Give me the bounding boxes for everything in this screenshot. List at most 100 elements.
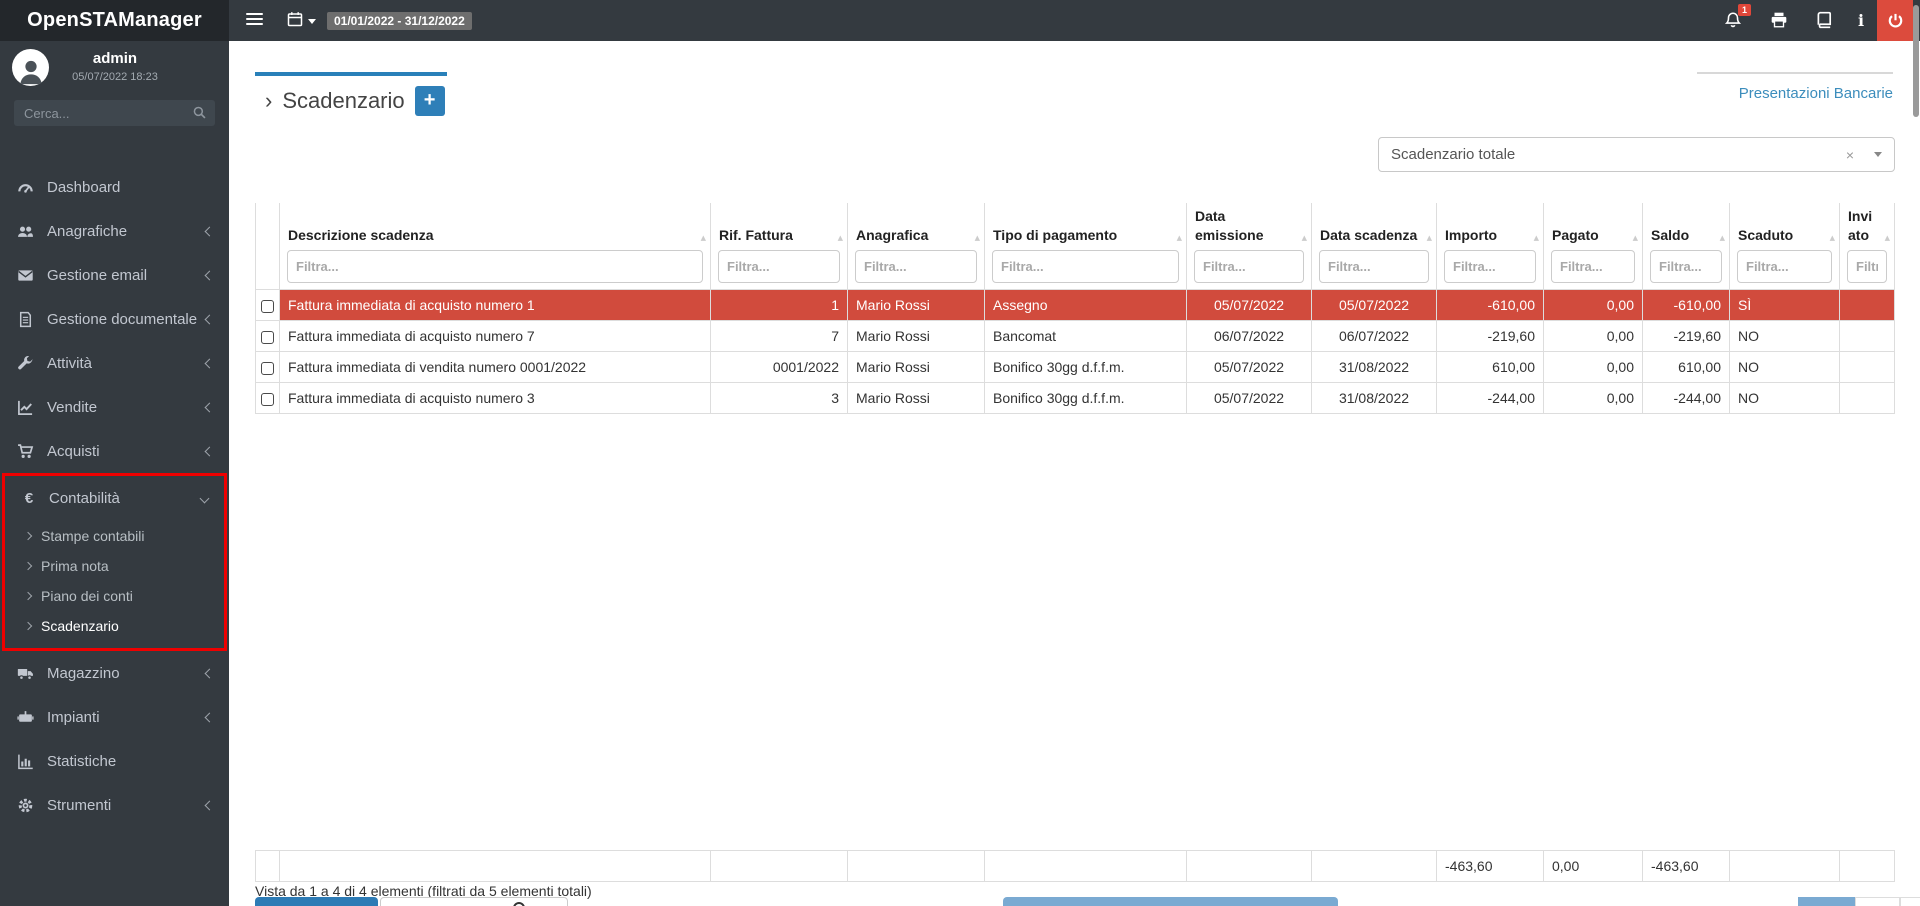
- cell-inviato: [1839, 350, 1895, 383]
- page-button[interactable]: [1900, 897, 1920, 906]
- search-icon[interactable]: [192, 105, 207, 120]
- print-button[interactable]: [1768, 9, 1790, 31]
- sort-icon[interactable]: ▲: [1426, 233, 1432, 242]
- filter-input-pagato[interactable]: [1551, 249, 1635, 283]
- logout-button[interactable]: [1877, 0, 1913, 41]
- page-scrollbar[interactable]: [1913, 5, 1919, 117]
- filter-input-descrizione[interactable]: [287, 249, 703, 283]
- sidebar-item-piano-dei-conti[interactable]: Piano dei conti: [5, 581, 224, 611]
- chevron-left-icon: [204, 712, 215, 722]
- column-header-tipo[interactable]: Tipo di pagamento ▲: [984, 203, 1187, 290]
- filter-input-rif[interactable]: [718, 249, 840, 283]
- chevron-right-icon: [23, 621, 33, 631]
- filter-input-inviato[interactable]: [1847, 249, 1887, 283]
- sort-icon[interactable]: ▲: [1301, 233, 1307, 242]
- page-button-current[interactable]: [1798, 897, 1855, 906]
- sort-icon[interactable]: ▲: [1719, 233, 1725, 242]
- sort-icon[interactable]: ▲: [1176, 233, 1182, 242]
- bulk-action-select[interactable]: [380, 897, 568, 906]
- column-header-inviato[interactable]: Inviato ▲: [1839, 203, 1895, 290]
- cell-emissione: 05/07/2022: [1186, 381, 1312, 414]
- row-checkbox[interactable]: [261, 361, 274, 375]
- column-header-pagato[interactable]: Pagato ▲: [1543, 203, 1643, 290]
- sidebar-item-attivita[interactable]: Attività: [0, 341, 229, 385]
- table-row[interactable]: Fattura immediata di vendita numero 0001…: [255, 350, 1895, 383]
- hamburger-icon[interactable]: [246, 13, 263, 28]
- column-header-scadenza[interactable]: Data scadenza ▲: [1311, 203, 1437, 290]
- scadenzario-filter-select[interactable]: Scadenzario totale ×: [1378, 137, 1895, 172]
- filter-input-importo[interactable]: [1444, 249, 1536, 283]
- row-checkbox[interactable]: [261, 299, 274, 313]
- sort-icon[interactable]: ▲: [1884, 233, 1890, 242]
- clear-icon[interactable]: ×: [1845, 146, 1854, 163]
- column-header-importo[interactable]: Importo ▲: [1436, 203, 1544, 290]
- sidebar-item-gestione-documentale[interactable]: Gestione documentale: [0, 297, 229, 341]
- sidebar-item-vendite[interactable]: Vendite: [0, 385, 229, 429]
- sidebar-item-magazzino[interactable]: Magazzino: [0, 651, 229, 695]
- filter-input-anagrafica[interactable]: [855, 249, 977, 283]
- row-checkbox[interactable]: [261, 392, 274, 406]
- sidebar-item-dashboard[interactable]: Dashboard: [0, 165, 229, 209]
- column-header-emissione[interactable]: Data emissione ▲: [1186, 203, 1312, 290]
- pagination: [1798, 897, 1920, 906]
- sort-icon[interactable]: ▲: [837, 233, 843, 242]
- docs-button[interactable]: [1813, 9, 1835, 31]
- sidebar-item-prima-nota[interactable]: Prima nota: [5, 551, 224, 581]
- document-icon: [17, 311, 37, 328]
- users-icon: [17, 223, 37, 240]
- notifications-button[interactable]: 1: [1722, 4, 1751, 31]
- dashboard-icon: [17, 179, 37, 196]
- info-button[interactable]: i: [1850, 9, 1872, 31]
- column-header-anagrafica[interactable]: Anagrafica ▲: [847, 203, 985, 290]
- sort-icon[interactable]: ▲: [1533, 233, 1539, 242]
- date-range-badge[interactable]: 01/01/2022 - 31/12/2022: [327, 12, 472, 30]
- page-button[interactable]: [1855, 897, 1900, 906]
- add-record-button[interactable]: +: [414, 85, 445, 116]
- app-logo[interactable]: OpenSTAManager: [0, 0, 229, 41]
- cell-pagato: 0,00: [1543, 350, 1643, 383]
- help-icon: [513, 902, 525, 906]
- sort-icon[interactable]: ▲: [700, 233, 706, 242]
- sidebar-item-strumenti[interactable]: Strumenti: [0, 783, 229, 827]
- tab-scadenzario[interactable]: › Scadenzario +: [255, 72, 447, 125]
- cell-descrizione: Fattura immediata di acquisto numero 3: [279, 381, 711, 414]
- column-label: Inviato: [1848, 208, 1873, 243]
- sidebar-item-acquisti[interactable]: Acquisti: [0, 429, 229, 473]
- bulk-action-button[interactable]: [255, 897, 378, 906]
- filter-input-tipo[interactable]: [992, 249, 1179, 283]
- sidebar-item-stampe-contabili[interactable]: Stampe contabili: [5, 521, 224, 551]
- sidebar-item-anagrafiche[interactable]: Anagrafiche: [0, 209, 229, 253]
- filter-input-emissione[interactable]: [1194, 249, 1304, 283]
- sidebar-item-gestione-email[interactable]: Gestione email: [0, 253, 229, 297]
- filter-input-scadenza[interactable]: [1319, 249, 1429, 283]
- cell-anagrafica: Mario Rossi: [847, 319, 985, 352]
- sidebar-item-label: Attività: [47, 354, 93, 372]
- column-header-rif[interactable]: Rif. Fattura ▲: [710, 203, 848, 290]
- filter-input-saldo[interactable]: [1650, 249, 1722, 283]
- row-select-cell: [255, 319, 280, 352]
- column-header-select[interactable]: [255, 203, 280, 290]
- row-checkbox[interactable]: [261, 330, 274, 344]
- sort-icon[interactable]: ▲: [1632, 233, 1638, 242]
- sort-icon[interactable]: ▲: [1829, 233, 1835, 242]
- chevron-right-icon: [23, 561, 33, 571]
- sidebar-item-scadenzario[interactable]: Scadenzario: [5, 611, 224, 641]
- cell-importo: -219,60: [1436, 319, 1544, 352]
- sort-icon[interactable]: ▲: [974, 233, 980, 242]
- period-picker[interactable]: [287, 11, 316, 32]
- sidebar-item-contabilita[interactable]: € Contabilità: [5, 476, 224, 520]
- chevron-left-icon: [204, 402, 215, 412]
- length-menu-button[interactable]: [1003, 897, 1338, 906]
- sidebar-item-statistiche[interactable]: Statistiche: [0, 739, 229, 783]
- column-header-saldo[interactable]: Saldo ▲: [1642, 203, 1730, 290]
- presentazioni-bancarie-link[interactable]: Presentazioni Bancarie: [1738, 85, 1893, 102]
- column-header-descrizione[interactable]: Descrizione scadenza ▲: [279, 203, 711, 290]
- filter-input-scaduto[interactable]: [1737, 249, 1832, 283]
- search-input[interactable]: [14, 100, 215, 126]
- sidebar-item-impianti[interactable]: Impianti: [0, 695, 229, 739]
- column-header-scaduto[interactable]: Scaduto ▲: [1729, 203, 1840, 290]
